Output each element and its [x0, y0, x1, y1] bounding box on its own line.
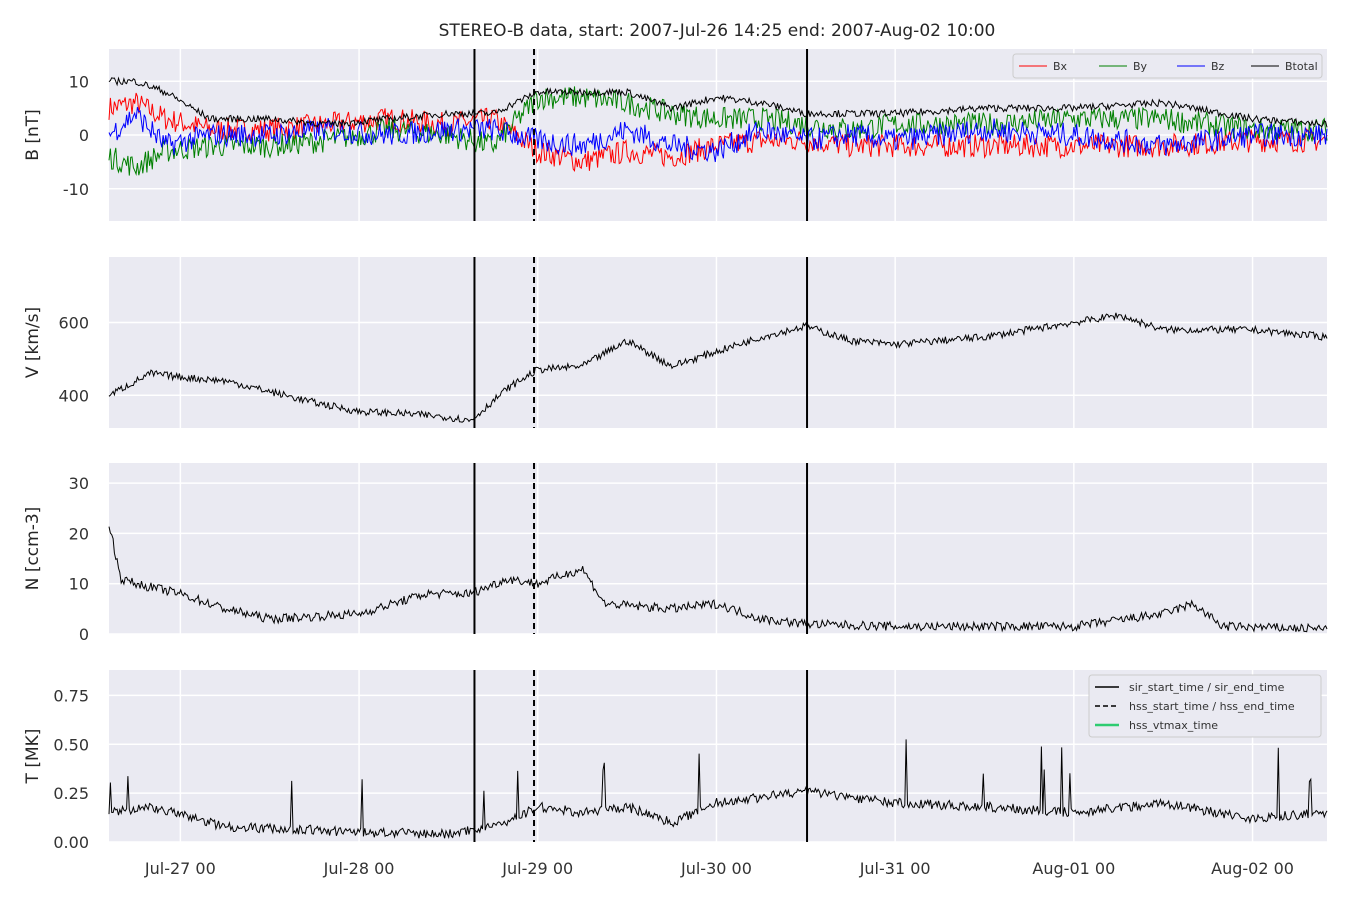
series-line-Bz [108, 107, 1328, 163]
y-tick-label: 0 [79, 625, 89, 644]
y-tick-label: 0.75 [53, 686, 89, 705]
y-tick-label: 30 [69, 474, 89, 493]
y-tick-label: 20 [69, 524, 89, 543]
panel-background [109, 257, 1327, 428]
y-tick-label: 0 [79, 126, 89, 145]
x-tick-labels: Jul-27 00 Jul-28 00 Jul-29 00 Jul-30 00 Jul-… [144, 859, 1294, 878]
series-line-T [108, 739, 1328, 839]
y-axis-label: N [ccm-3] [23, 507, 43, 591]
y-tick-label: 600 [58, 313, 89, 332]
x-tick-label: Jul-27 00 [144, 859, 216, 878]
panel-V: 400 600 V [km/s] [23, 257, 1328, 428]
x-tick-label: Jul-29 00 [501, 859, 573, 878]
legend-label: sir_start_time / sir_end_time [1129, 681, 1285, 694]
panel-N: 0 10 20 30 N [ccm-3] [23, 463, 1328, 644]
x-tick-label: Jul-31 00 [859, 859, 931, 878]
series-line-N [108, 526, 1328, 633]
y-tick-label: 0.25 [53, 784, 89, 803]
legend-label: Bx [1053, 60, 1068, 73]
y-tick-label: 0.00 [53, 833, 89, 852]
panel-B: -10 0 10 B [nT] Bx By Bz Btotal [23, 49, 1328, 221]
x-tick-label: Aug-01 00 [1032, 859, 1115, 878]
panel-T: 0.00 0.25 0.50 0.75 T [MK] sir_start_time / s… [23, 670, 1328, 852]
legend-box [1012, 53, 1323, 79]
y-tick-label: 10 [69, 72, 89, 91]
panels: -10 0 10 B [nT] Bx By Bz Btotal 400 600 V [km/s] 0 1… [23, 49, 1328, 852]
legend-label: Btotal [1285, 60, 1318, 73]
legend-box [1088, 674, 1322, 738]
legend-label: hss_vtmax_time [1129, 719, 1218, 732]
y-axis-label: B [nT] [23, 109, 43, 161]
x-tick-label: Jul-30 00 [680, 859, 752, 878]
x-tick-label: Aug-02 00 [1211, 859, 1294, 878]
y-axis-label: T [MK] [23, 729, 43, 785]
y-tick-label: 10 [69, 575, 89, 594]
y-tick-label: -10 [63, 180, 89, 199]
series-line-Btotal [108, 76, 1328, 128]
y-tick-label: 400 [58, 386, 89, 405]
chart-title: STEREO-B data, start: 2007-Jul-26 14:25 … [439, 21, 996, 41]
x-tick-label: Jul-28 00 [323, 859, 395, 878]
panel-background [109, 463, 1327, 634]
legend-T: sir_start_time / sir_end_time hss_start_t… [1088, 674, 1322, 738]
legend-label: Bz [1211, 60, 1225, 73]
series-line-V [108, 312, 1328, 423]
legend-label: hss_start_time / hss_end_time [1129, 700, 1295, 713]
legend-label: By [1133, 60, 1148, 73]
y-axis-label: V [km/s] [23, 307, 43, 378]
y-tick-label: 0.50 [53, 735, 89, 754]
legend-B: Bx By Bz Btotal [1012, 53, 1323, 79]
series-line-By [108, 86, 1328, 176]
